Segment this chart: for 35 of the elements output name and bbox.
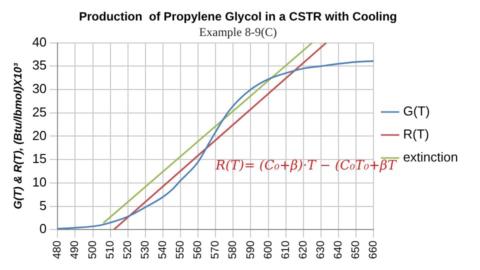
y-tick-label: 10 — [32, 174, 47, 190]
chart-subtitle: Example 8-9(C) — [199, 24, 277, 39]
x-tick-label: 550 — [174, 240, 187, 260]
y-tick-label: 35 — [32, 58, 47, 73]
x-tick-label: 640 — [332, 240, 345, 260]
chart-title: Production of Propylene Glycol in a CSTR with Cooling — [78, 10, 398, 24]
x-tick-label: 520 — [122, 240, 134, 260]
x-tick-label: 510 — [104, 240, 116, 260]
annotation: R(T)= (C₀+β)·T − (C₀T₀+βT — [214, 158, 398, 174]
y-tick-label: 5 — [39, 198, 47, 213]
y-tick-label: 30 — [32, 81, 47, 96]
x-tick-label: 590 — [244, 240, 257, 260]
y-tick-label: 20 — [32, 128, 47, 143]
x-tick-label: 480 — [52, 240, 64, 260]
x-tick-label: 630 — [314, 240, 327, 260]
y-tick-label: 25 — [32, 104, 47, 120]
x-tick-label: 650 — [350, 240, 362, 260]
x-tick-label: 620 — [297, 240, 310, 260]
legend-label: extinction — [403, 150, 458, 165]
y-tick-label: 0 — [39, 221, 47, 236]
x-tick-label: 570 — [210, 240, 222, 260]
x-tick-label: 490 — [69, 240, 82, 260]
x-tick-label: 560 — [192, 240, 204, 260]
legend-label: G(T) — [403, 104, 430, 119]
x-tick-label: 660 — [368, 240, 380, 260]
x-tick-label: 500 — [86, 240, 99, 260]
x-tick-label: 600 — [262, 240, 274, 260]
x-tick-label: 540 — [157, 240, 169, 260]
y-tick-label: 15 — [32, 151, 47, 166]
y-tick-label: 40 — [32, 34, 47, 50]
legend-label: R(T) — [403, 126, 430, 142]
x-tick-label: 610 — [280, 240, 292, 260]
x-tick-label: 530 — [139, 240, 152, 260]
x-tick-label: 580 — [227, 240, 240, 260]
y-axis-title: G(T) & R(T), (Btu/lbmol)X10³ — [12, 62, 25, 210]
